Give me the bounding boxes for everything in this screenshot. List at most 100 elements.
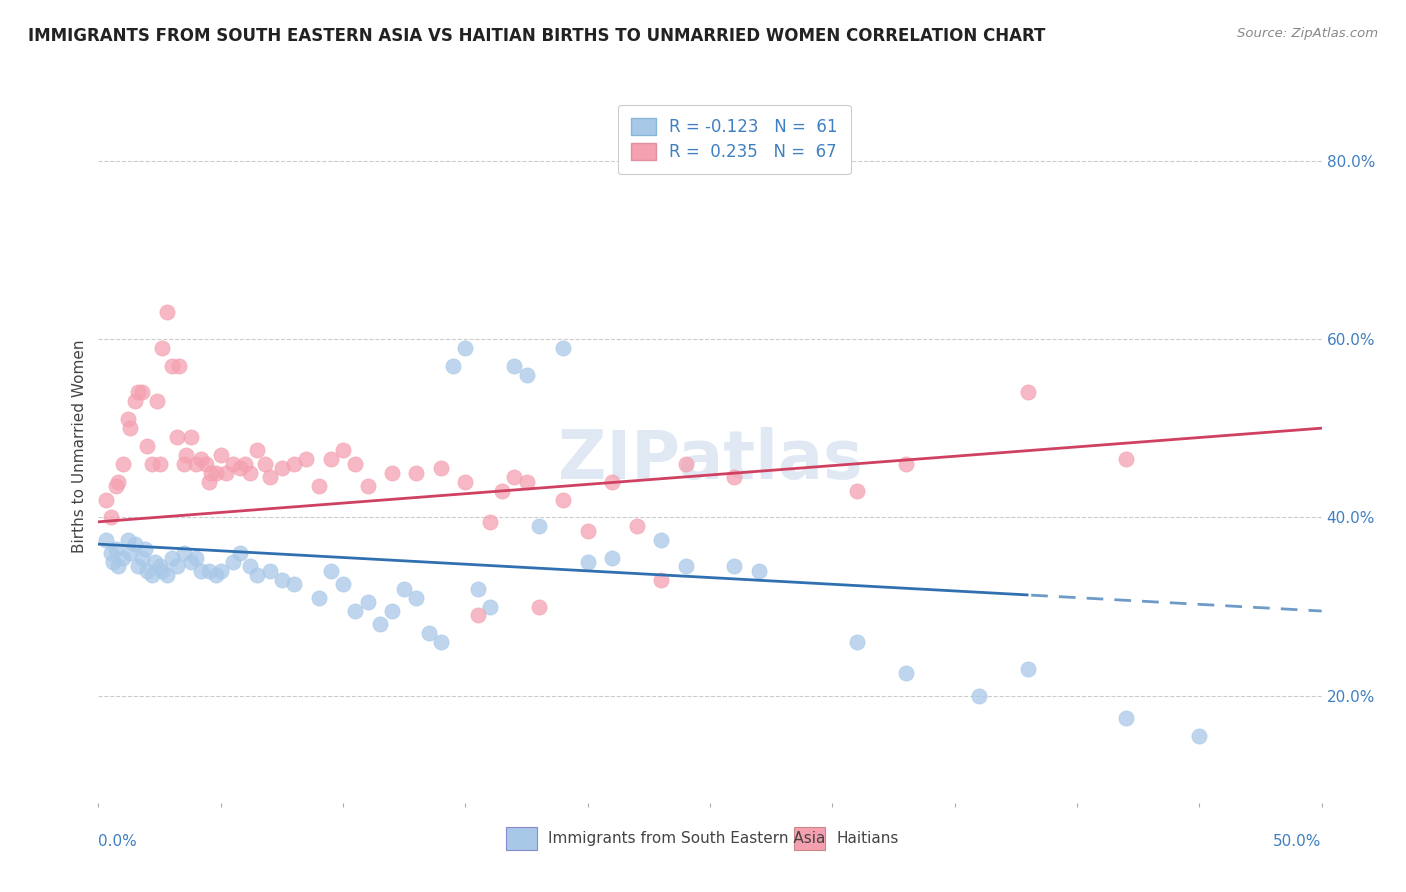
Point (127, 559, 149, 574)
Point (173, 546, 195, 560)
Point (675, 457, 697, 471)
Point (124, 537, 146, 551)
Point (368, 617, 391, 632)
Text: Source: ZipAtlas.com: Source: ZipAtlas.com (1237, 27, 1378, 40)
Point (195, 457, 218, 471)
Point (197, 475, 219, 489)
Point (104, 479, 127, 493)
Point (270, 573, 294, 587)
Point (134, 541, 156, 556)
Point (100, 510, 122, 524)
Point (239, 466, 262, 480)
Text: ZIPatlas: ZIPatlas (558, 427, 862, 493)
Point (283, 457, 305, 471)
Point (127, 385, 149, 400)
Point (319, 452, 342, 467)
Point (283, 577, 305, 591)
Point (405, 466, 427, 480)
Point (478, 515, 501, 529)
Point (332, 577, 354, 591)
Point (120, 546, 142, 560)
Point (527, 519, 550, 533)
Point (200, 466, 222, 480)
Point (143, 555, 166, 569)
Point (180, 430, 202, 444)
Point (600, 475, 623, 489)
Point (222, 555, 245, 569)
Point (454, 475, 477, 489)
Point (259, 470, 281, 484)
Point (626, 519, 648, 533)
Point (467, 582, 489, 596)
Point (107, 559, 129, 574)
Point (246, 443, 269, 458)
Point (295, 452, 318, 467)
Point (1017, 662, 1039, 676)
Point (209, 448, 232, 462)
Point (131, 550, 153, 565)
Point (186, 550, 208, 565)
Point (576, 524, 599, 538)
Point (308, 591, 330, 605)
Point (1115, 711, 1137, 725)
Point (233, 457, 256, 471)
Point (150, 564, 173, 578)
Point (515, 368, 537, 382)
Point (149, 457, 172, 471)
Point (344, 604, 367, 618)
Point (222, 457, 245, 471)
Point (527, 599, 550, 614)
Point (104, 541, 127, 556)
Y-axis label: Births to Unmarried Women: Births to Unmarried Women (72, 339, 87, 553)
Point (259, 564, 281, 578)
Point (124, 394, 146, 409)
Point (246, 568, 269, 582)
Point (418, 626, 440, 640)
Point (748, 564, 770, 578)
Text: 0.0%: 0.0% (98, 834, 138, 849)
Point (430, 461, 453, 475)
Point (392, 582, 416, 596)
Point (111, 550, 134, 565)
Point (253, 457, 276, 471)
Point (894, 666, 917, 681)
Point (166, 430, 188, 444)
Point (197, 564, 219, 578)
Point (576, 555, 599, 569)
Point (1188, 729, 1211, 743)
Point (101, 555, 124, 569)
Point (344, 457, 367, 471)
Point (441, 359, 464, 373)
Text: Immigrants from South Eastern Asia: Immigrants from South Eastern Asia (548, 830, 825, 846)
Point (141, 568, 163, 582)
Legend: R = -0.123   N =  61, R =  0.235   N =  67: R = -0.123 N = 61, R = 0.235 N = 67 (617, 104, 851, 174)
Point (319, 564, 342, 578)
Point (94, 533, 117, 547)
Point (117, 533, 139, 547)
Point (553, 341, 575, 355)
Point (160, 359, 183, 373)
Point (190, 452, 212, 467)
Point (141, 457, 163, 471)
Point (136, 564, 159, 578)
Point (100, 546, 122, 560)
Point (166, 559, 188, 574)
Point (503, 359, 526, 373)
Point (173, 457, 195, 471)
Point (723, 559, 745, 574)
Point (229, 461, 252, 475)
Point (146, 394, 169, 409)
Point (491, 483, 513, 498)
Point (600, 550, 623, 565)
Point (308, 479, 330, 493)
Point (150, 341, 173, 355)
Point (845, 635, 868, 649)
Point (94, 492, 117, 507)
Point (675, 559, 697, 574)
Point (503, 470, 526, 484)
Point (205, 568, 228, 582)
Point (356, 479, 378, 493)
Point (107, 475, 129, 489)
Point (239, 559, 262, 574)
Point (650, 533, 672, 547)
